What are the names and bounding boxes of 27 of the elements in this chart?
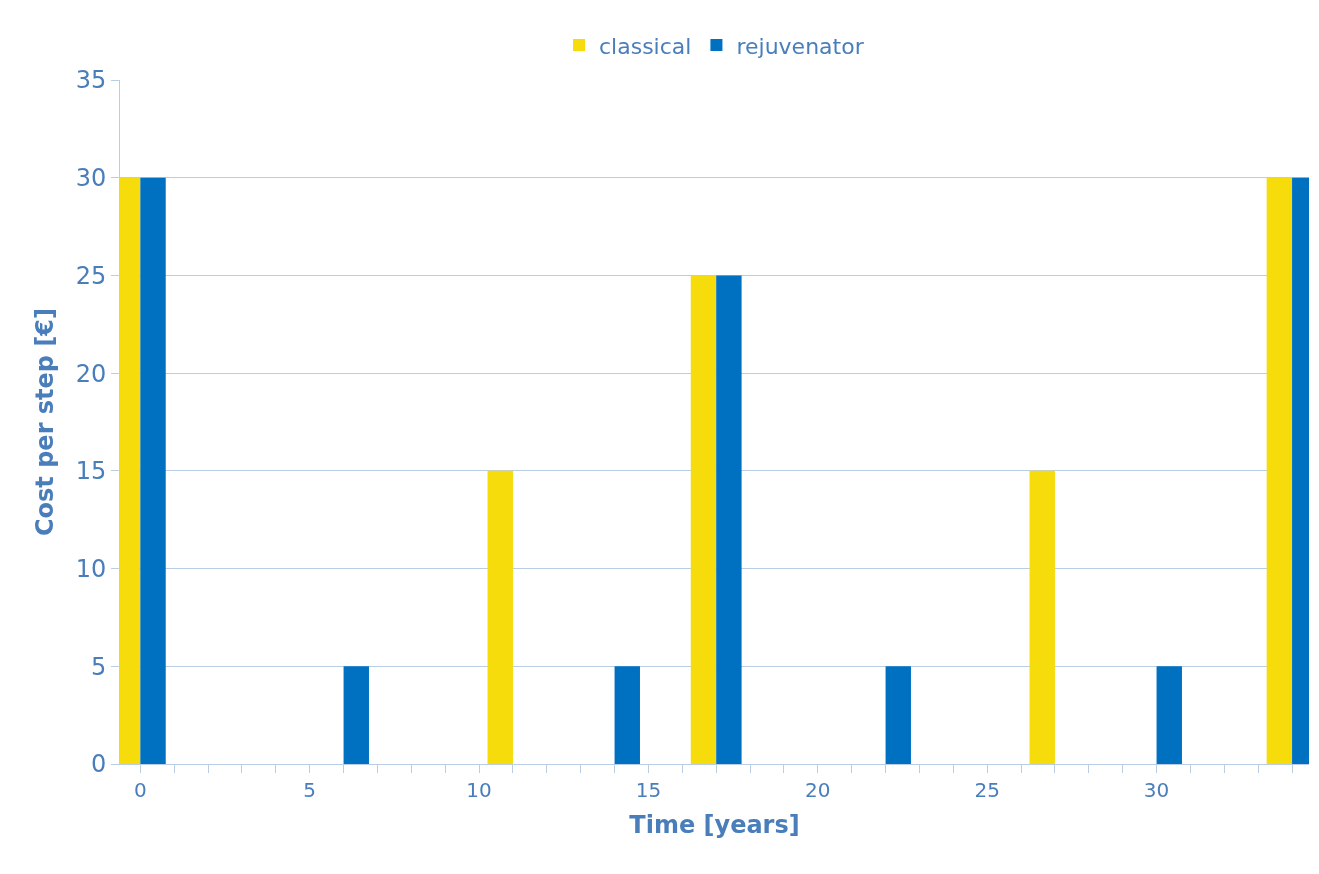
y-tick-label: 25 [75, 261, 107, 290]
bar [885, 666, 911, 764]
bar [343, 666, 369, 764]
y-axis-title: Cost per step [€] [30, 307, 59, 537]
x-tick-label: 25 [974, 778, 1000, 802]
bar [614, 666, 640, 764]
x-tick-label: 10 [466, 778, 492, 802]
bar [690, 275, 717, 764]
x-axis-title: Time [years] [629, 811, 800, 840]
y-tick-label: 15 [75, 457, 107, 486]
bar [1029, 470, 1055, 764]
x-tick-label: 0 [133, 778, 147, 802]
y-tick-label: 30 [75, 164, 107, 193]
x-tick-label: 30 [1143, 778, 1170, 802]
y-tick-label: 35 [75, 66, 107, 95]
legend-label: rejuvenator [736, 33, 865, 59]
x-tick-label: 5 [303, 778, 317, 802]
y-tick-label: 10 [75, 554, 107, 583]
x-tick-label: 15 [635, 778, 662, 802]
x-tick-label: 20 [805, 778, 831, 802]
y-tick-label: 0 [90, 750, 107, 779]
y-tick-label: 5 [90, 652, 107, 681]
bar [1156, 666, 1182, 764]
y-tick-label: 20 [75, 359, 107, 388]
legend-label: classical [599, 33, 692, 59]
bar [487, 470, 513, 764]
bar [716, 275, 742, 764]
